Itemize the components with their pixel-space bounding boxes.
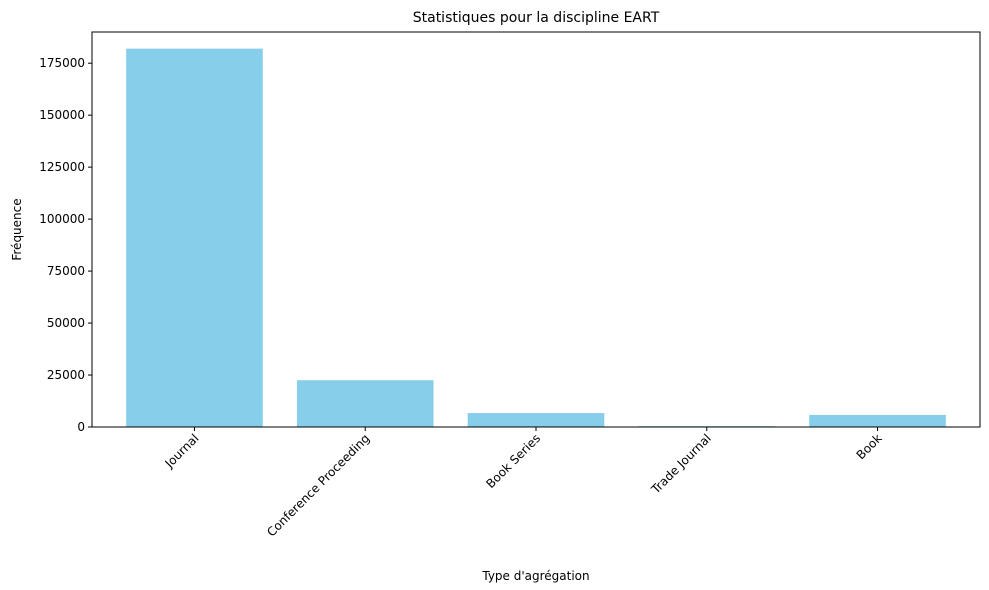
y-tick-label: 100000 xyxy=(39,212,85,226)
bar-conference-proceeding xyxy=(296,380,434,427)
y-tick-label: 125000 xyxy=(39,160,85,174)
x-tick-label: Book Series xyxy=(483,431,543,491)
x-tick-label: Journal xyxy=(162,431,202,471)
y-tick-label: 75000 xyxy=(47,264,85,278)
y-axis-title: Fréquence xyxy=(10,198,24,260)
x-tick-label: Conference Proceeding xyxy=(264,431,372,539)
x-axis-ticks: Journal Conference Proceeding Book Series T… xyxy=(162,427,885,539)
bar-book xyxy=(809,414,946,427)
bars-group xyxy=(126,48,946,428)
chart-title: Statistiques pour la discipline EART xyxy=(413,10,660,26)
y-tick-label: 0 xyxy=(77,420,85,434)
x-axis-title: Type d'agrégation xyxy=(481,569,589,583)
x-tick-label: Book xyxy=(854,431,885,462)
y-tick-label: 25000 xyxy=(47,368,85,382)
bar-book-series xyxy=(467,413,605,427)
y-tick-label: 175000 xyxy=(39,56,85,70)
x-tick-label: Trade Journal xyxy=(648,431,714,497)
y-axis-ticks: 0 25000 50000 75000 100000 125000 150000 175000 xyxy=(39,56,92,434)
plot-area-frame xyxy=(91,31,981,428)
y-tick-label: 50000 xyxy=(47,316,85,330)
bar-journal xyxy=(126,48,263,427)
y-tick-label: 150000 xyxy=(39,108,85,122)
